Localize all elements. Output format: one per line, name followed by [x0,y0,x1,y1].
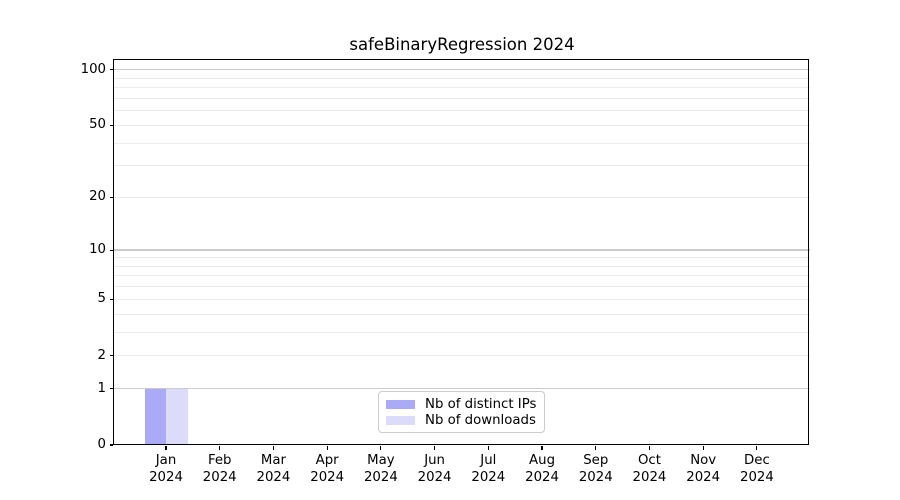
minor-gridline [114,275,810,277]
y-tick-label: 20 [89,189,106,205]
x-tick-mark [380,446,382,450]
bar-downloads-jan [166,388,188,445]
x-tick-mark [702,446,704,450]
minor-gridline [114,77,810,79]
major-gridline [114,249,810,251]
legend-swatch-distinct-ips [386,399,415,409]
x-tick-mark [541,446,543,450]
minor-gridline [114,257,810,259]
x-tick-mark [165,446,167,450]
y-tick-label: 10 [89,242,106,258]
minor-gridline [114,110,810,112]
minor-gridline [114,313,810,315]
legend-label-distinct-ips: Nb of distinct IPs [425,396,537,412]
major-gridline [114,69,810,71]
minor-gridline [114,196,810,198]
bar-distinct-ips-jan [144,388,166,445]
y-tick-mark [109,388,113,390]
minor-gridline [114,142,810,144]
y-tick-mark [109,355,113,357]
minor-gridline [114,265,810,267]
minor-gridline [114,165,810,167]
x-tick-label: Jul 2024 [471,453,506,485]
minor-gridline [114,298,810,300]
x-tick-label: Aug 2024 [525,453,559,485]
x-tick-label: Mar 2024 [256,453,291,485]
x-tick-mark [272,446,274,450]
y-tick-label: 5 [97,291,106,307]
minor-gridline [114,331,810,333]
y-tick-label: 100 [80,61,106,77]
x-tick-label: Dec 2024 [739,453,774,485]
x-tick-mark [434,446,436,450]
major-gridline [114,388,810,390]
y-tick-mark [109,298,113,300]
y-tick-mark [109,249,113,251]
x-tick-label: Sep 2024 [578,453,613,485]
x-tick-label: Apr 2024 [310,453,345,485]
y-tick-mark [109,196,113,199]
legend: Nb of distinct IPs Nb of downloads [378,391,545,433]
x-tick-mark [487,446,489,450]
y-tick-label: 1 [97,380,106,396]
x-tick-label: May 2024 [363,453,398,485]
y-tick-mark [109,69,113,71]
y-tick-mark [109,444,113,446]
y-tick-label: 2 [97,347,106,363]
x-tick-mark [326,446,328,450]
x-tick-mark [595,446,597,450]
y-tick-mark [109,124,113,126]
legend-item-downloads: Nb of downloads [386,412,536,428]
chart-title: safeBinaryRegression 2024 [349,35,575,54]
y-tick-label: 0 [97,437,106,452]
legend-label-downloads: Nb of downloads [425,412,536,428]
legend-swatch-downloads [386,415,415,425]
x-tick-label: Feb 2024 [202,453,237,485]
x-tick-label: Jan 2024 [149,453,183,485]
minor-gridline [114,87,810,89]
x-tick-label: Oct 2024 [632,453,667,485]
minor-gridline [114,355,810,357]
x-tick-mark [219,446,221,450]
x-tick-mark [648,446,651,450]
x-tick-label: Jun 2024 [417,453,452,485]
x-tick-label: Nov 2024 [686,453,721,485]
x-tick-mark [756,446,758,450]
minor-gridline [114,124,810,126]
minor-gridline [114,97,810,99]
legend-item-distinct-ips: Nb of distinct IPs [386,396,536,412]
y-tick-label: 50 [89,117,106,133]
minor-gridline [114,286,810,288]
